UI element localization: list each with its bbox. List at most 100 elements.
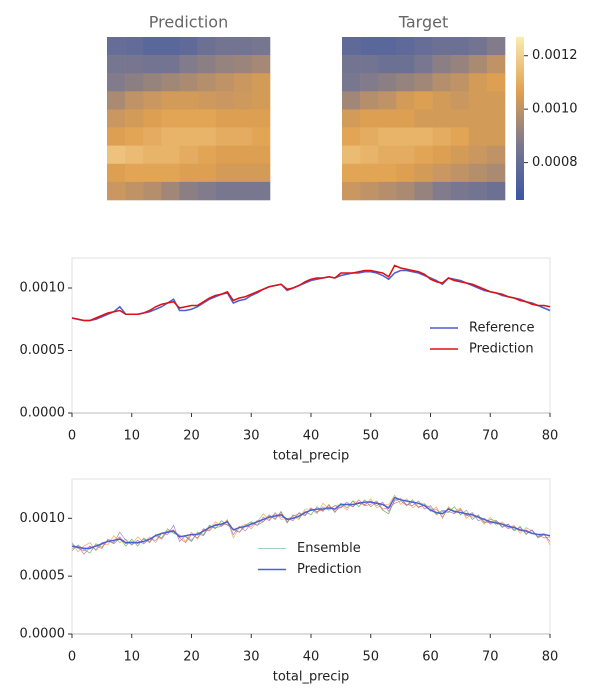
heatmap-cell: [468, 145, 488, 165]
heatmap-cell: [215, 109, 235, 128]
heatmap-cell: [396, 163, 415, 183]
heatmap-cell: [396, 145, 415, 165]
x-axis-label: total_precip: [273, 449, 350, 464]
heatmap-cell: [197, 163, 216, 183]
heatmap-cell: [468, 37, 488, 56]
heatmap-cell: [107, 145, 126, 165]
heatmap-cell: [143, 145, 162, 165]
x-tick-label: 50: [362, 429, 379, 444]
heatmap-cell: [179, 145, 198, 165]
heatmap-cell: [251, 37, 271, 56]
heatmap-cell: [342, 181, 361, 201]
heatmap-cell: [143, 73, 162, 92]
heatmap-cell: [143, 127, 162, 146]
heatmap-cell: [143, 181, 162, 201]
plot-frame: [71, 478, 551, 635]
ensemble-member-line: [71, 499, 551, 555]
heatmap-cell: [215, 181, 235, 201]
heatmap-cell: [432, 145, 451, 165]
heatmap-cell: [125, 163, 144, 183]
heatmap-cell: [396, 181, 415, 201]
series-line: [71, 496, 551, 550]
heatmap-cell: [179, 55, 198, 74]
heatmap-cell: [179, 37, 198, 56]
heatmap-cell: [486, 127, 506, 146]
heatmap-cell: [342, 145, 361, 165]
heatmap-cell: [414, 127, 433, 146]
heatmap-cell: [179, 163, 198, 183]
heatmap-cell: [432, 73, 451, 92]
heatmap-cell: [233, 37, 253, 56]
heatmap-cell: [360, 91, 379, 110]
heatmap-cell: [360, 127, 379, 146]
heatmap-cell: [215, 55, 235, 74]
x-tick-label: 30: [243, 429, 260, 444]
heatmap-cell: [450, 127, 470, 146]
heatmap-cell: [251, 145, 271, 165]
heatmap-title: Target: [398, 13, 449, 32]
y-tick-label: 0.0010: [20, 281, 66, 296]
heatmap-cell: [143, 37, 162, 56]
heatmap-cell: [125, 73, 144, 92]
heatmap-cell: [161, 73, 180, 92]
colorbar-tick-label: 0.0008: [532, 155, 578, 170]
legend-label: Prediction: [297, 562, 362, 577]
x-tick-label: 0: [68, 429, 76, 444]
heatmap-cell: [342, 163, 361, 183]
heatmap-cell: [450, 37, 470, 56]
heatmap-cell: [143, 109, 162, 128]
heatmap-cell: [233, 91, 253, 110]
heatmap-cell: [468, 73, 488, 92]
x-tick-label: 40: [303, 429, 320, 444]
heatmap-cell: [486, 37, 506, 56]
heatmap-cell: [468, 127, 488, 146]
series-line: [71, 264, 551, 322]
heatmap-cell: [233, 109, 253, 128]
x-tick-label: 0: [68, 650, 76, 665]
heatmap-cell: [378, 127, 397, 146]
heatmap-cell: [432, 163, 451, 183]
heatmap-cell: [161, 163, 180, 183]
heatmap-cell: [161, 55, 180, 74]
heatmap-cell: [468, 163, 488, 183]
heatmap-cell: [342, 127, 361, 146]
heatmap-cell: [486, 109, 506, 128]
y-tick-label: 0.0000: [20, 406, 66, 421]
heatmap-cell: [486, 73, 506, 92]
heatmap-cell: [161, 181, 180, 201]
heatmap-cell: [143, 55, 162, 74]
heatmap-cell: [197, 181, 216, 201]
x-tick-label: 70: [482, 650, 499, 665]
heatmap-cell: [432, 109, 451, 128]
heatmap-cell: [360, 181, 379, 201]
heatmap-cell: [414, 37, 433, 56]
heatmap-cell: [414, 55, 433, 74]
x-tick-label: 60: [422, 429, 439, 444]
y-tick-label: 0.0005: [20, 343, 66, 358]
heatmap-cell: [107, 55, 126, 74]
heatmap-cell: [179, 109, 198, 128]
heatmap-cell: [161, 37, 180, 56]
heatmap-cell: [432, 181, 451, 201]
heatmap-cell: [125, 145, 144, 165]
heatmap-cell: [342, 109, 361, 128]
heatmap-cell: [396, 73, 415, 92]
heatmap-cell: [233, 145, 253, 165]
heatmap-cell: [486, 55, 506, 74]
heatmap-cell: [107, 127, 126, 146]
heatmap-cell: [432, 91, 451, 110]
heatmap-cell: [251, 55, 271, 74]
heatmap-cell: [432, 55, 451, 74]
x-axis-label: total_precip: [273, 670, 350, 685]
legend-label: Reference: [469, 321, 534, 336]
heatmap-cell: [486, 145, 506, 165]
heatmap-cell: [414, 145, 433, 165]
heatmap-cell: [396, 55, 415, 74]
heatmap-cell: [179, 73, 198, 92]
heatmap-cell: [107, 109, 126, 128]
heatmap-cell: [233, 55, 253, 74]
heatmap-cell: [179, 127, 198, 146]
heatmap-cell: [396, 37, 415, 56]
heatmap-cell: [360, 73, 379, 92]
